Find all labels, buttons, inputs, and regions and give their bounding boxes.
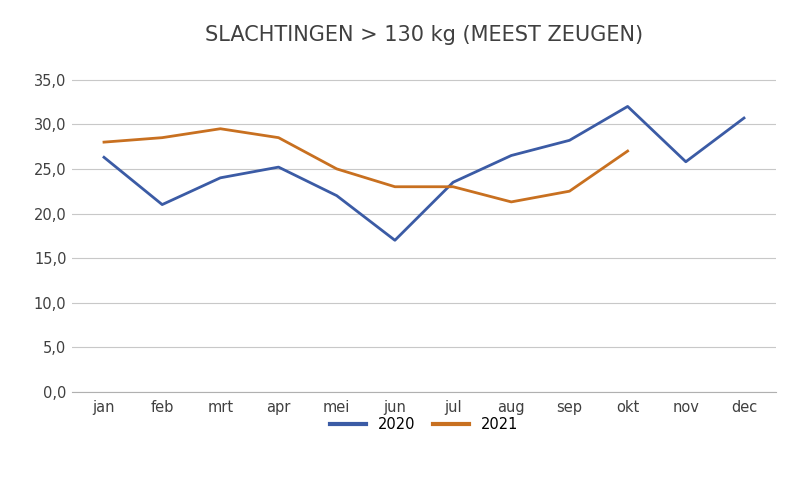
Legend: 2020, 2021: 2020, 2021 bbox=[324, 412, 524, 438]
Title: SLACHTINGEN > 130 kg (MEEST ZEUGEN): SLACHTINGEN > 130 kg (MEEST ZEUGEN) bbox=[205, 25, 643, 45]
